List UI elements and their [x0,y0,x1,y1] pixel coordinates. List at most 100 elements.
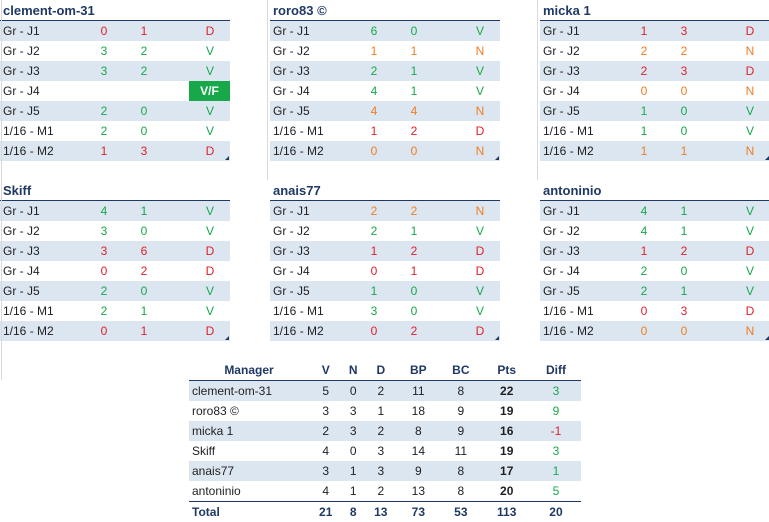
summary-cell-d: 13 [364,502,397,522]
summary-cell-bc: 53 [439,502,482,522]
goals-against: 3 [136,141,152,161]
summary-cell-n: 3 [342,421,364,441]
match-result: V [199,201,221,221]
summary-cell-n: 0 [342,381,364,402]
goals-against: 3 [676,301,692,321]
match-label: 1/16 - M1 [3,121,54,141]
goals-for: 0 [96,321,112,341]
goals-against: 1 [136,21,152,41]
summary-cell-v: 5 [309,381,342,402]
summary-header-cell: BP [397,360,439,381]
summary-cell-bp: 11 [397,381,439,402]
manager-name: Skiff [0,180,230,201]
goals-for: 0 [636,321,652,341]
goals-for: 4 [636,221,652,241]
summary-cell-pts: 113 [483,502,531,522]
manager-name: roro83 © [270,0,500,21]
match-result: V [739,201,761,221]
goals-against: 0 [676,321,692,341]
summary-cell-pts: 22 [483,381,531,402]
goals-for: 1 [636,241,652,261]
summary-cell-d: 2 [364,381,397,402]
goals-for: 2 [366,221,382,241]
match-label: Gr - J5 [543,281,580,301]
summary-cell-diff: -1 [531,421,581,441]
summary-header-cell: N [342,360,364,381]
summary-cell-manager: micka 1 [189,421,309,441]
match-label: Gr - J4 [273,81,310,101]
summary-cell-pts: 17 [483,461,531,481]
match-label: 1/16 - M2 [3,141,54,161]
summary-cell-n: 3 [342,401,364,421]
match-result: N [469,141,491,161]
goals-for: 1 [366,281,382,301]
goals-against: 6 [136,241,152,261]
match-result: D [199,21,221,41]
summary-header-cell: Pts [483,360,531,381]
goals-against: 2 [136,61,152,81]
summary-cell-bp: 14 [397,441,439,461]
match-result: V [469,61,491,81]
table-resize-handle [225,336,229,340]
match-label: Gr - J4 [543,261,580,281]
match-result: V [199,221,221,241]
goals-against: 1 [406,81,422,101]
match-label: 1/16 - M2 [273,141,324,161]
match-label: Gr - J5 [543,101,580,121]
match-result: N [469,41,491,61]
summary-cell-v: 4 [309,481,342,502]
grid-line [537,0,538,180]
match-label: Gr - J1 [273,201,310,221]
goals-against: 2 [676,241,692,261]
match-result: N [469,201,491,221]
match-result: V [199,121,221,141]
goals-for: 0 [96,261,112,281]
match-label: Gr - J1 [3,21,40,41]
match-result: V [199,281,221,301]
goals-for: 0 [366,261,382,281]
match-result: D [739,301,761,321]
summary-cell-d: 2 [364,481,397,502]
goals-against: 0 [676,101,692,121]
goals-for: 2 [636,41,652,61]
goals-against: 0 [136,121,152,141]
manager-name: anais77 [270,180,500,201]
goals-for: 3 [96,61,112,81]
match-result: N [469,101,491,121]
match-label: Gr - J3 [3,61,40,81]
goals-against: 3 [676,21,692,41]
summary-cell-bp: 8 [397,421,439,441]
summary-header-cell: Diff [531,360,581,381]
match-label: Gr - J1 [543,201,580,221]
goals-for: 4 [366,81,382,101]
summary-cell-v: 2 [309,421,342,441]
summary-cell-bc: 9 [439,401,482,421]
summary-cell-bp: 13 [397,481,439,502]
goals-against: 3 [676,61,692,81]
summary-cell-manager: clement-om-31 [189,381,309,402]
summary-cell-diff: 3 [531,441,581,461]
goals-for: 4 [96,201,112,221]
goals-against: 1 [676,141,692,161]
goals-for: 1 [636,101,652,121]
goals-against: 1 [406,221,422,241]
match-result: D [199,141,221,161]
goals-against: 0 [406,281,422,301]
goals-against: 2 [406,321,422,341]
summary-header-cell: Manager [189,360,309,381]
match-result: V [469,81,491,101]
goals-for: 1 [636,21,652,41]
table-resize-handle [495,156,499,160]
